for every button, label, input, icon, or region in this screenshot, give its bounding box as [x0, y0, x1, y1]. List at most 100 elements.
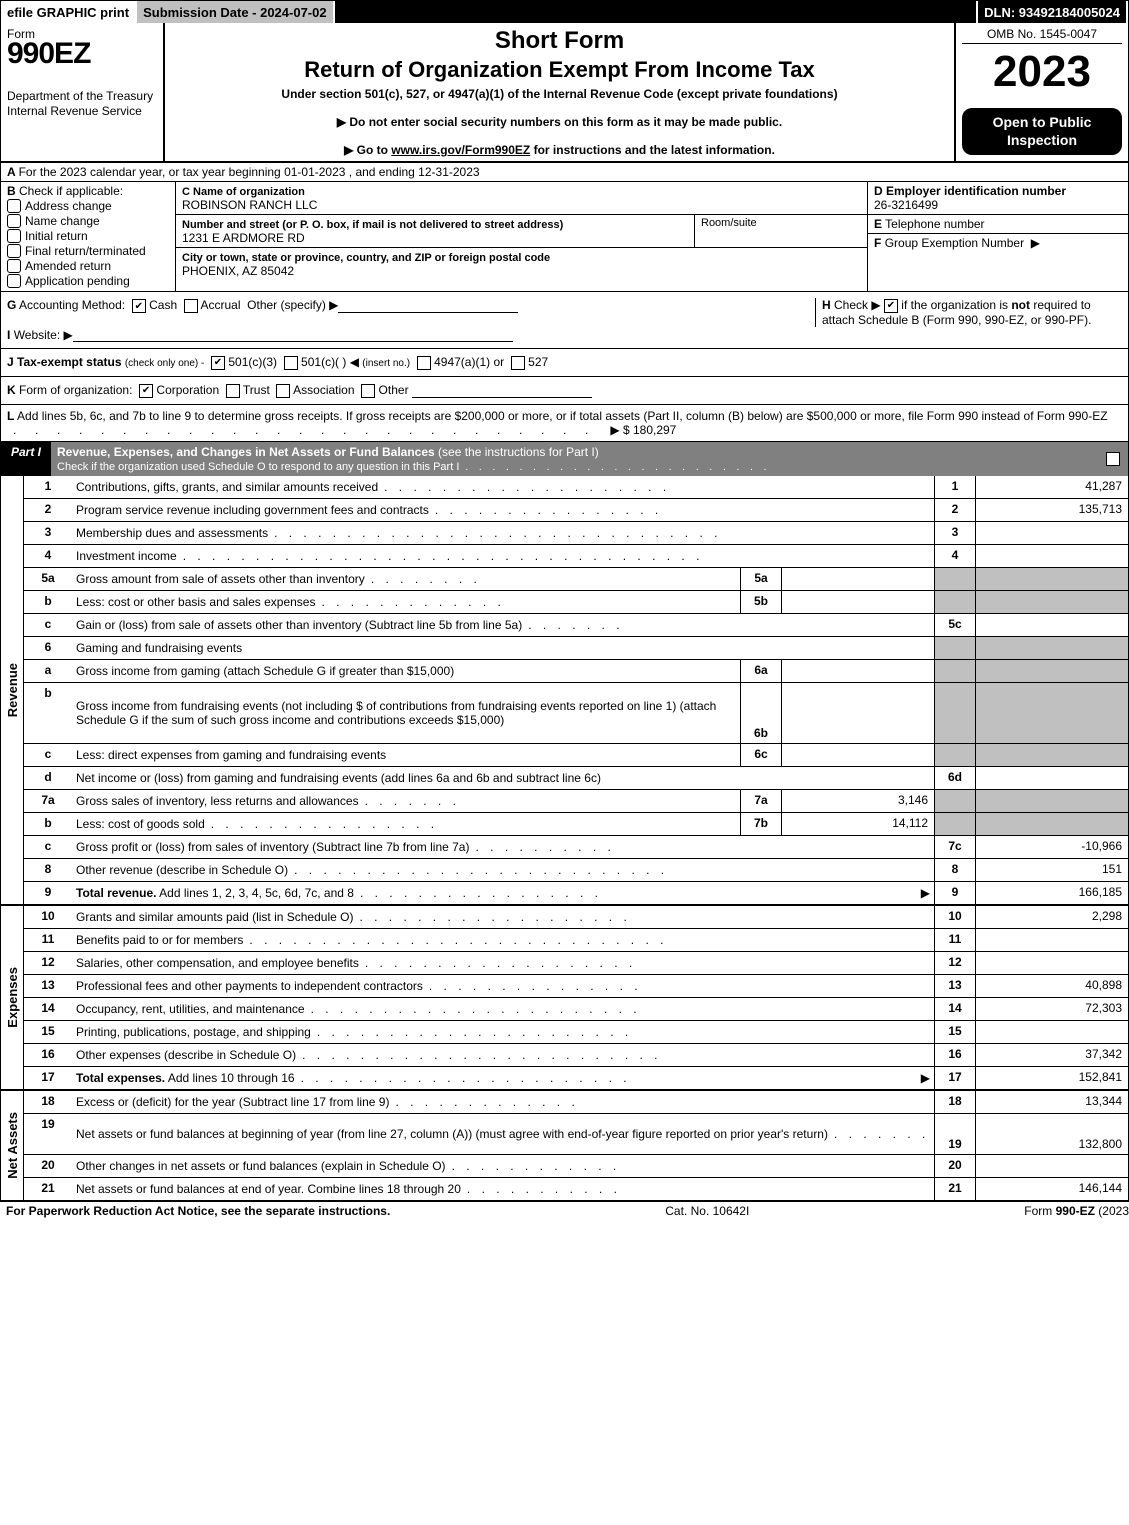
chk-501c3[interactable]	[211, 356, 225, 370]
header-right: OMB No. 1545-0047 2023 Open to Public In…	[954, 23, 1128, 161]
chk-trust[interactable]	[226, 384, 240, 398]
line-20: 20 Other changes in net assets or fund b…	[24, 1155, 1128, 1178]
line-3: 3 Membership dues and assessments. . . .…	[24, 522, 1128, 545]
line-6a-subvalue	[782, 660, 934, 682]
b-item-4: Amended return	[25, 259, 111, 273]
line-7a-desc: Gross sales of inventory, less returns a…	[76, 794, 359, 808]
line-7a-subvalue: 3,146	[782, 790, 934, 812]
line-10-desc: Grants and similar amounts paid (list in…	[76, 910, 353, 924]
line-16-value: 37,342	[976, 1044, 1128, 1066]
line-7b-desc: Less: cost of goods sold	[76, 817, 205, 831]
line-15-value	[976, 1021, 1128, 1043]
line-5a-desc: Gross amount from sale of assets other t…	[76, 572, 365, 586]
org-city: PHOENIX, AZ 85042	[182, 264, 294, 278]
chk-final-return[interactable]	[7, 244, 21, 258]
chk-501c[interactable]	[284, 356, 298, 370]
line-9: 9 Total revenue. Add lines 1, 2, 3, 4, 5…	[24, 882, 1128, 904]
line-2-value: 135,713	[976, 499, 1128, 521]
g-label: Accounting Method:	[19, 298, 125, 312]
form-header: Form 990EZ Department of the Treasury In…	[1, 23, 1128, 163]
line-12-value	[976, 952, 1128, 974]
part-i-desc: Revenue, Expenses, and Changes in Net As…	[51, 442, 1098, 476]
irs-link[interactable]: www.irs.gov/Form990EZ	[391, 143, 530, 157]
j-label: Tax-exempt status	[17, 355, 121, 369]
j-o4: 527	[528, 355, 548, 369]
line-5b-desc: Less: cost or other basis and sales expe…	[76, 595, 315, 609]
chk-other-org[interactable]	[361, 384, 375, 398]
header-middle: Short Form Return of Organization Exempt…	[165, 23, 954, 161]
line-13-desc: Professional fees and other payments to …	[76, 979, 423, 993]
form-990ez-page: efile GRAPHIC print Submission Date - 20…	[0, 0, 1129, 1202]
line-6b-subvalue	[782, 683, 934, 743]
org-street: 1231 E ARDMORE RD	[182, 231, 305, 245]
line-7b-subvalue: 14,112	[782, 813, 934, 835]
k-other-input[interactable]	[412, 383, 592, 398]
line-14-desc: Occupancy, rent, utilities, and maintena…	[76, 1002, 305, 1016]
chk-527[interactable]	[511, 356, 525, 370]
chk-initial-return[interactable]	[7, 229, 21, 243]
line-21: 21 Net assets or fund balances at end of…	[24, 1178, 1128, 1200]
c-city-label: City or town, state or province, country…	[182, 252, 550, 264]
line-12-desc: Salaries, other compensation, and employ…	[76, 956, 359, 970]
chk-address-change[interactable]	[7, 199, 21, 213]
line-2-desc: Program service revenue including govern…	[76, 503, 429, 517]
k-o4: Other	[379, 383, 409, 397]
chk-h[interactable]	[884, 299, 898, 313]
i-label: Website:	[14, 328, 60, 342]
line-21-value: 146,144	[976, 1178, 1128, 1200]
line-11: 11 Benefits paid to or for members. . . …	[24, 929, 1128, 952]
line-13: 13 Professional fees and other payments …	[24, 975, 1128, 998]
part-i-sub: Check if the organization used Schedule …	[57, 461, 459, 473]
line-10: 10 Grants and similar amounts paid (list…	[24, 906, 1128, 929]
line-16: 16 Other expenses (describe in Schedule …	[24, 1044, 1128, 1067]
col-def: D Employer identification number 26-3216…	[867, 182, 1128, 291]
short-form-title: Short Form	[171, 27, 948, 55]
footer-right: Form 990-EZ (2023)	[1024, 1204, 1129, 1218]
part-i-header: Part I Revenue, Expenses, and Changes in…	[1, 442, 1128, 476]
j-o1: 501(c)(3)	[228, 355, 277, 369]
line-1-value: 41,287	[976, 476, 1128, 498]
line-5c-value	[976, 614, 1128, 636]
chk-accrual[interactable]	[184, 299, 198, 313]
website-input[interactable]	[73, 327, 513, 342]
chk-amended-return[interactable]	[7, 259, 21, 273]
chk-name-change[interactable]	[7, 214, 21, 228]
revenue-section: Revenue 1 Contributions, gifts, grants, …	[1, 476, 1128, 906]
line-10-value: 2,298	[976, 906, 1128, 928]
chk-corp[interactable]	[139, 384, 153, 398]
k-label: Form of organization:	[19, 383, 132, 397]
h-text: Check ▶ if the organization is not requi…	[822, 298, 1091, 327]
line-20-value	[976, 1155, 1128, 1177]
line-8-value: 151	[976, 859, 1128, 881]
b-item-2: Initial return	[25, 229, 88, 243]
line-17-value: 152,841	[976, 1067, 1128, 1089]
line-9-desc: Total revenue. Add lines 1, 2, 3, 4, 5c,…	[76, 886, 354, 900]
line-6c: c Less: direct expenses from gaming and …	[24, 744, 1128, 767]
netassets-section: Net Assets 18 Excess or (deficit) for th…	[1, 1091, 1128, 1201]
department: Department of the Treasury Internal Reve…	[7, 89, 157, 119]
line-19-desc: Net assets or fund balances at beginning…	[76, 1127, 828, 1141]
line-17: 17 Total expenses. Add lines 10 through …	[24, 1067, 1128, 1089]
line-7b: b Less: cost of goods sold. . . . . . . …	[24, 813, 1128, 836]
row-l: L Add lines 5b, 6c, and 7b to line 9 to …	[1, 405, 1128, 442]
line-6d-desc: Net income or (loss) from gaming and fun…	[76, 771, 601, 785]
footer-left: For Paperwork Reduction Act Notice, see …	[6, 1204, 390, 1218]
line-8-desc: Other revenue (describe in Schedule O)	[76, 863, 288, 877]
j-o3: 4947(a)(1) or	[434, 355, 504, 369]
line-15: 15 Printing, publications, postage, and …	[24, 1021, 1128, 1044]
chk-4947[interactable]	[417, 356, 431, 370]
line-5a-subvalue	[782, 568, 934, 590]
bf-grid: B Check if applicable: Address change Na…	[1, 182, 1128, 292]
org-name: ROBINSON RANCH LLC	[182, 198, 317, 212]
chk-application-pending[interactable]	[7, 274, 21, 288]
chk-assoc[interactable]	[276, 384, 290, 398]
g-other-input[interactable]	[338, 298, 518, 313]
line-14-value: 72,303	[976, 998, 1128, 1020]
b-item-1: Name change	[25, 214, 100, 228]
line-7a: 7a Gross sales of inventory, less return…	[24, 790, 1128, 813]
line-15-desc: Printing, publications, postage, and shi…	[76, 1025, 311, 1039]
chk-cash[interactable]	[132, 299, 146, 313]
line-1-desc: Contributions, gifts, grants, and simila…	[76, 480, 378, 494]
d-label: Employer identification number	[886, 184, 1066, 198]
chk-schedule-o[interactable]	[1106, 452, 1120, 466]
